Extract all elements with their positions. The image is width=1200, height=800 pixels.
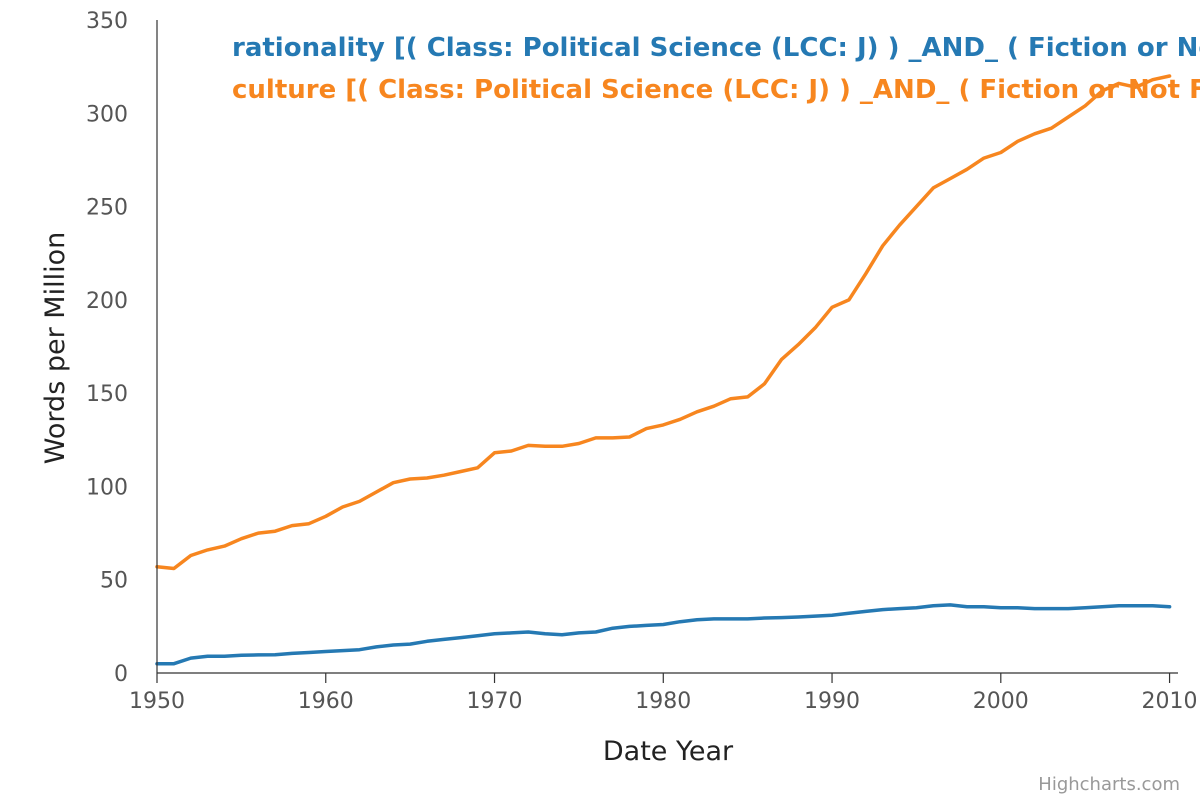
y-axis-title: Words per Million [40, 232, 71, 464]
series-line-culture [155, 74, 1172, 571]
y-tick-label: 300 [86, 102, 128, 127]
y-tick-label: 0 [114, 662, 128, 687]
y-tick-label: 150 [86, 382, 128, 407]
x-tick-label: 2000 [973, 689, 1029, 714]
x-axis-title: Date Year [603, 736, 734, 767]
x-tick-label: 1970 [467, 689, 523, 714]
y-tick-label: 100 [86, 475, 128, 500]
x-tick-label: 1990 [804, 689, 860, 714]
x-tick-label: 1980 [635, 689, 691, 714]
y-tick-label: 50 [100, 569, 128, 594]
legend: rationality [( Class: Political Science … [232, 33, 1200, 105]
legend-item-rationality[interactable]: rationality [( Class: Political Science … [232, 33, 1200, 63]
legend-item-culture[interactable]: culture [( Class: Political Science (LCC… [232, 75, 1200, 105]
series-layer [155, 74, 1172, 666]
y-tick-label: 200 [86, 289, 128, 314]
x-tick-label: 1960 [298, 689, 354, 714]
credits[interactable]: Highcharts.com [1038, 774, 1180, 795]
axes: 0 50 100 150 200 250 300 350 1950 1960 1970 1980 199… [86, 9, 1198, 714]
y-tick-label: 250 [86, 196, 128, 221]
x-tick-label: 1950 [129, 689, 185, 714]
series-line-rationality [155, 603, 1172, 666]
y-tick-label: 350 [86, 9, 128, 34]
x-tick-label: 2010 [1142, 689, 1198, 714]
